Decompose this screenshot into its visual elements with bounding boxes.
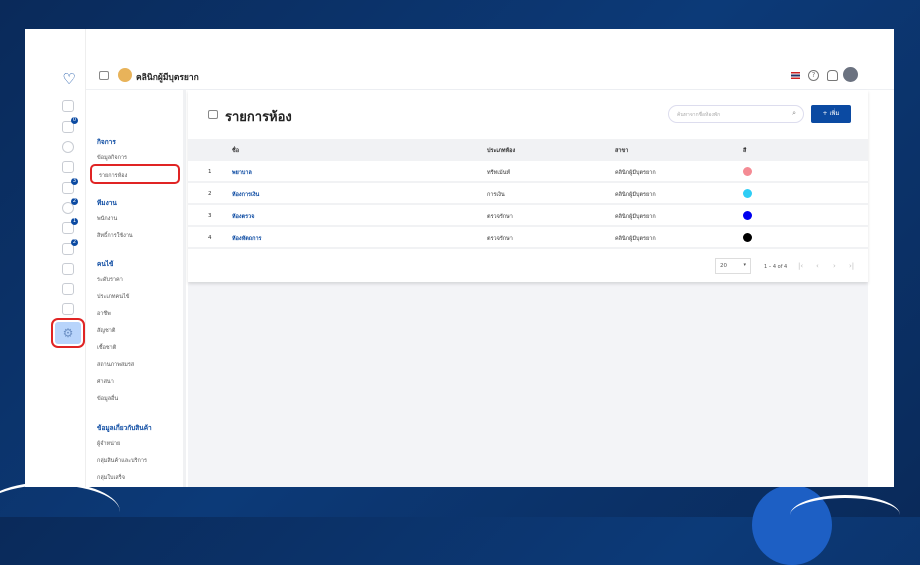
col-branch: สาขา	[615, 148, 629, 154]
page-title: รายการห้อง	[225, 110, 292, 125]
settings-gear-icon[interactable]: ⚙	[51, 318, 85, 348]
table-row[interactable]: 4 ห้องหัตถการ ตรวจรักษา คลินิกผู้มีบุตรย…	[188, 227, 868, 249]
nav-section-title: คนไข้	[97, 260, 114, 268]
room-name-link[interactable]: ห้องการเงิน	[232, 192, 260, 198]
row-number: 4	[208, 235, 212, 241]
last-page-icon[interactable]: ›|	[849, 262, 855, 270]
col-type: ประเภทห้อง	[487, 148, 516, 154]
badge: 2	[71, 239, 78, 246]
search-placeholder: ค้นหาจากชื่อห้องพัก	[677, 112, 721, 118]
page-size-select[interactable]: 20 ▾	[715, 258, 751, 274]
help-icon[interactable]: ?	[808, 70, 819, 81]
room-type: ทรีทเม้นท์	[487, 170, 511, 176]
nav-item[interactable]: สัญชาติ	[97, 328, 116, 334]
next-page-icon[interactable]: ›	[833, 262, 836, 270]
nav-section-title: ข้อมูลเกี่ยวกับสินค้า	[97, 424, 152, 432]
bed-icon[interactable]: 3	[62, 178, 78, 194]
decor-curve	[790, 495, 900, 535]
nav-item[interactable]: กลุ่มใบเสร็จ	[97, 475, 125, 481]
nav-section-title: กิจการ	[97, 138, 116, 146]
nav-item[interactable]: สิทธิ์การใช้งาน	[97, 233, 133, 239]
thai-flag-icon[interactable]	[791, 72, 800, 79]
search-icon: ⌕	[792, 109, 796, 117]
room-type: ตรวจรักษา	[487, 214, 513, 220]
chevron-down-icon: ▾	[743, 262, 746, 268]
grid-icon[interactable]	[62, 283, 74, 295]
app-window: ♡ 0 3 2 1 2 ⚙ คลินิกผู้มีบุตรยาก ? กิจกา…	[25, 29, 894, 487]
room-type: การเงิน	[487, 192, 505, 198]
branch: คลินิกผู้มีบุตรยาก	[615, 192, 656, 198]
nav-item[interactable]: พนักงาน	[97, 216, 118, 222]
top-bar: คลินิกผู้มีบุตรยาก ?	[86, 29, 894, 90]
nav-item[interactable]: ข้อมูลกิจการ	[97, 155, 127, 161]
table-row[interactable]: 2 ห้องการเงิน การเงิน คลินิกผู้มีบุตรยาก	[188, 183, 868, 205]
branch: คลินิกผู้มีบุตรยาก	[615, 236, 656, 242]
icon-rail: ♡ 0 3 2 1 2 ⚙	[25, 29, 86, 487]
row-number: 3	[208, 213, 212, 219]
clinic-avatar	[118, 68, 132, 82]
branch: คลินิกผู้มีบุตรยาก	[615, 170, 656, 176]
rooms-panel: รายการห้อง ค้นหาจากชื่อห้องพัก ⌕ + เพิ่ม …	[188, 90, 868, 282]
room-name-link[interactable]: พยาบาล	[232, 170, 252, 176]
table-row[interactable]: 3 ห้องตรวจ ตรวจรักษา คลินิกผู้มีบุตรยาก	[188, 205, 868, 227]
nav-item[interactable]: เชื้อชาติ	[97, 345, 117, 351]
search-input[interactable]: ค้นหาจากชื่อห้องพัก ⌕	[668, 105, 804, 123]
nav-item[interactable]: สถานภาพสมรส	[97, 362, 135, 368]
nav-item[interactable]: อาชีพ	[97, 311, 111, 317]
settings-nav: กิจการข้อมูลกิจการรายการห้องทีมงานพนักงา…	[86, 90, 186, 487]
nav-item[interactable]: ข้อมูลอื่น	[97, 396, 119, 402]
nav-item[interactable]: ศาสนา	[97, 379, 114, 385]
logo-icon: ♡	[62, 70, 76, 88]
page-range: 1 – 4 of 4	[764, 264, 788, 270]
col-color: สี	[743, 148, 747, 154]
room-color-swatch	[743, 167, 752, 176]
col-name: ชื่อ	[232, 148, 240, 154]
badge: 0	[71, 117, 78, 124]
branch: คลินิกผู้มีบุตรยาก	[615, 214, 656, 220]
row-number: 1	[208, 169, 212, 175]
stethoscope-icon[interactable]: 2	[62, 198, 78, 214]
nav-item[interactable]: กลุ่มสินค้าและบริการ	[97, 458, 147, 464]
scrollbar[interactable]	[184, 92, 186, 192]
table-row[interactable]: 1 พยาบาล ทรีทเม้นท์ คลินิกผู้มีบุตรยาก	[188, 161, 868, 183]
clinic-name: คลินิกผู้มีบุตรยาก	[136, 73, 199, 83]
sidebar-toggle-icon[interactable]	[99, 71, 109, 80]
prev-page-icon[interactable]: ‹	[816, 262, 819, 270]
room-name-link[interactable]: ห้องตรวจ	[232, 214, 255, 220]
nav-item[interactable]: ผู้จำหน่าย	[97, 441, 121, 447]
room-color-swatch	[743, 233, 752, 242]
nav-section-title: ทีมงาน	[97, 199, 117, 207]
payment-icon[interactable]: 2	[62, 239, 78, 255]
table-header: ชื่อ ประเภทห้อง สาขา สี	[188, 139, 868, 161]
pills-icon[interactable]: 1	[62, 218, 78, 234]
nav-item[interactable]: ประเภทคนไข้	[97, 294, 130, 300]
document-icon[interactable]	[62, 161, 74, 173]
room-color-swatch	[743, 189, 752, 198]
first-page-icon[interactable]: |‹	[798, 262, 804, 270]
badge: 1	[71, 218, 78, 225]
page-size: 20	[720, 263, 727, 269]
badge: 2	[71, 198, 78, 205]
badge: 3	[71, 178, 78, 185]
calendar-icon[interactable]: 0	[62, 117, 78, 133]
box-icon[interactable]	[62, 263, 74, 275]
add-button[interactable]: + เพิ่ม	[811, 105, 851, 123]
room-type: ตรวจรักษา	[487, 236, 513, 242]
room-color-swatch	[743, 211, 752, 220]
room-name-link[interactable]: ห้องหัตถการ	[232, 236, 262, 242]
user-avatar[interactable]	[843, 67, 858, 82]
row-number: 2	[208, 191, 212, 197]
nav-item[interactable]: รายการห้อง	[90, 164, 180, 184]
chart-icon[interactable]	[62, 303, 74, 315]
user-icon[interactable]	[62, 141, 74, 153]
bell-icon[interactable]	[827, 70, 838, 81]
main-content: รายการห้อง ค้นหาจากชื่อห้องพัก ⌕ + เพิ่ม …	[188, 90, 868, 487]
panel-icon	[208, 110, 218, 119]
home-icon[interactable]	[62, 100, 74, 112]
decor-curve	[0, 482, 120, 542]
nav-item[interactable]: ระดับราคา	[97, 277, 123, 283]
